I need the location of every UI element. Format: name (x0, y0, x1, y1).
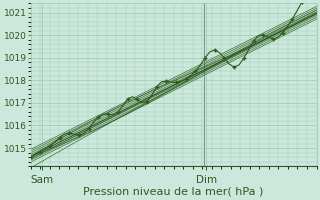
X-axis label: Pression niveau de la mer( hPa ): Pression niveau de la mer( hPa ) (84, 187, 264, 197)
